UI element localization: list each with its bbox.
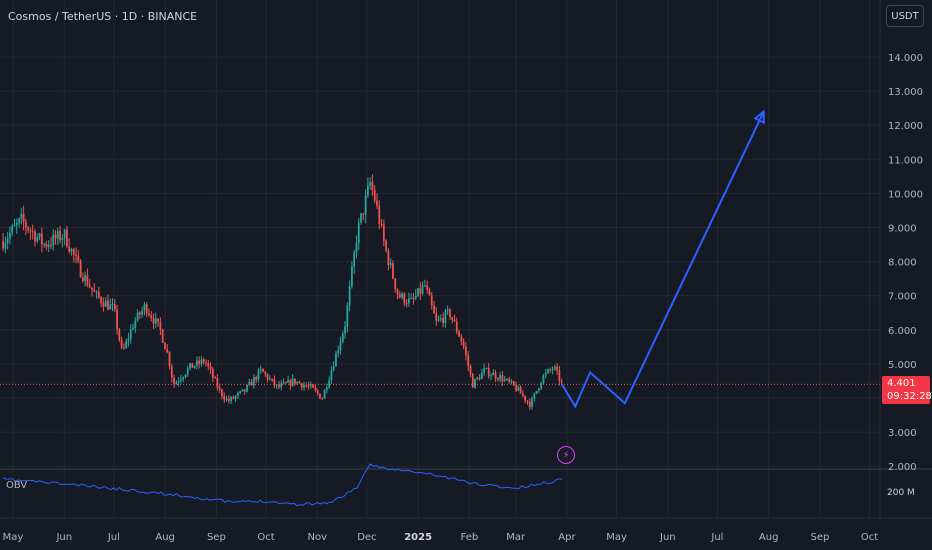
grid-lines [0,0,880,518]
price-tick-label: 2.000 [888,462,917,473]
price-axis[interactable]: 14.000 13.000 12.000 11.000 10.000 9.000 8.000… [888,53,923,473]
time-tick-label: Mar [506,532,526,543]
countdown-timer: 09:32:28 [887,391,932,402]
time-tick-label: Sep [811,532,830,543]
time-tick-label: Jun [55,532,72,543]
candlesticks [2,174,563,410]
price-tick-label: 8.000 [888,258,917,269]
time-tick-label: May [606,532,627,543]
price-tick-label: 5.000 [888,360,917,371]
last-price-value: 4.401 [887,378,916,389]
obv-axis-value: 200 M [887,488,915,498]
projection-path[interactable] [561,111,765,409]
time-tick-label: Nov [307,532,327,543]
time-tick-label: 2025 [404,532,432,543]
time-tick-label: Oct [861,532,878,543]
time-tick-label: Dec [357,532,376,543]
time-tick-label: Sep [207,532,226,543]
time-axis[interactable]: May Jun Jul Aug Sep Oct Nov Dec 2025 Feb Mar Apr May… [3,532,879,543]
currency-button[interactable]: USDT [886,5,924,27]
price-tick-label: 10.000 [888,189,923,200]
time-tick-label: Aug [155,532,175,543]
price-tick-label: 13.000 [888,87,923,98]
price-tick-label: 14.000 [888,53,923,64]
time-tick-label: May [3,532,24,543]
time-tick-label: Feb [461,532,479,543]
time-tick-label: Jun [659,532,676,543]
price-tick-label: 7.000 [888,292,917,303]
price-tick-label: 11.000 [888,155,923,166]
time-tick-label: Aug [759,532,779,543]
obv-indicator-label[interactable]: OBV [6,480,28,491]
symbol-title[interactable]: Cosmos / TetherUS · 1D · BINANCE [8,10,198,23]
time-tick-label: Apr [558,532,576,543]
price-tick-label: 3.000 [888,428,917,439]
last-price-tag: 4.401 09:32:28 [882,376,932,404]
obv-line [2,463,563,507]
lightning-bolt-icon[interactable]: ⚡ [557,446,575,464]
time-tick-label: Oct [257,532,274,543]
price-tick-label: 6.000 [888,326,917,337]
price-tick-label: 9.000 [888,224,917,235]
projection-arrowhead [753,109,765,125]
time-tick-label: Jul [710,532,723,543]
price-tick-label: 12.000 [888,121,923,132]
time-tick-label: Jul [107,532,120,543]
